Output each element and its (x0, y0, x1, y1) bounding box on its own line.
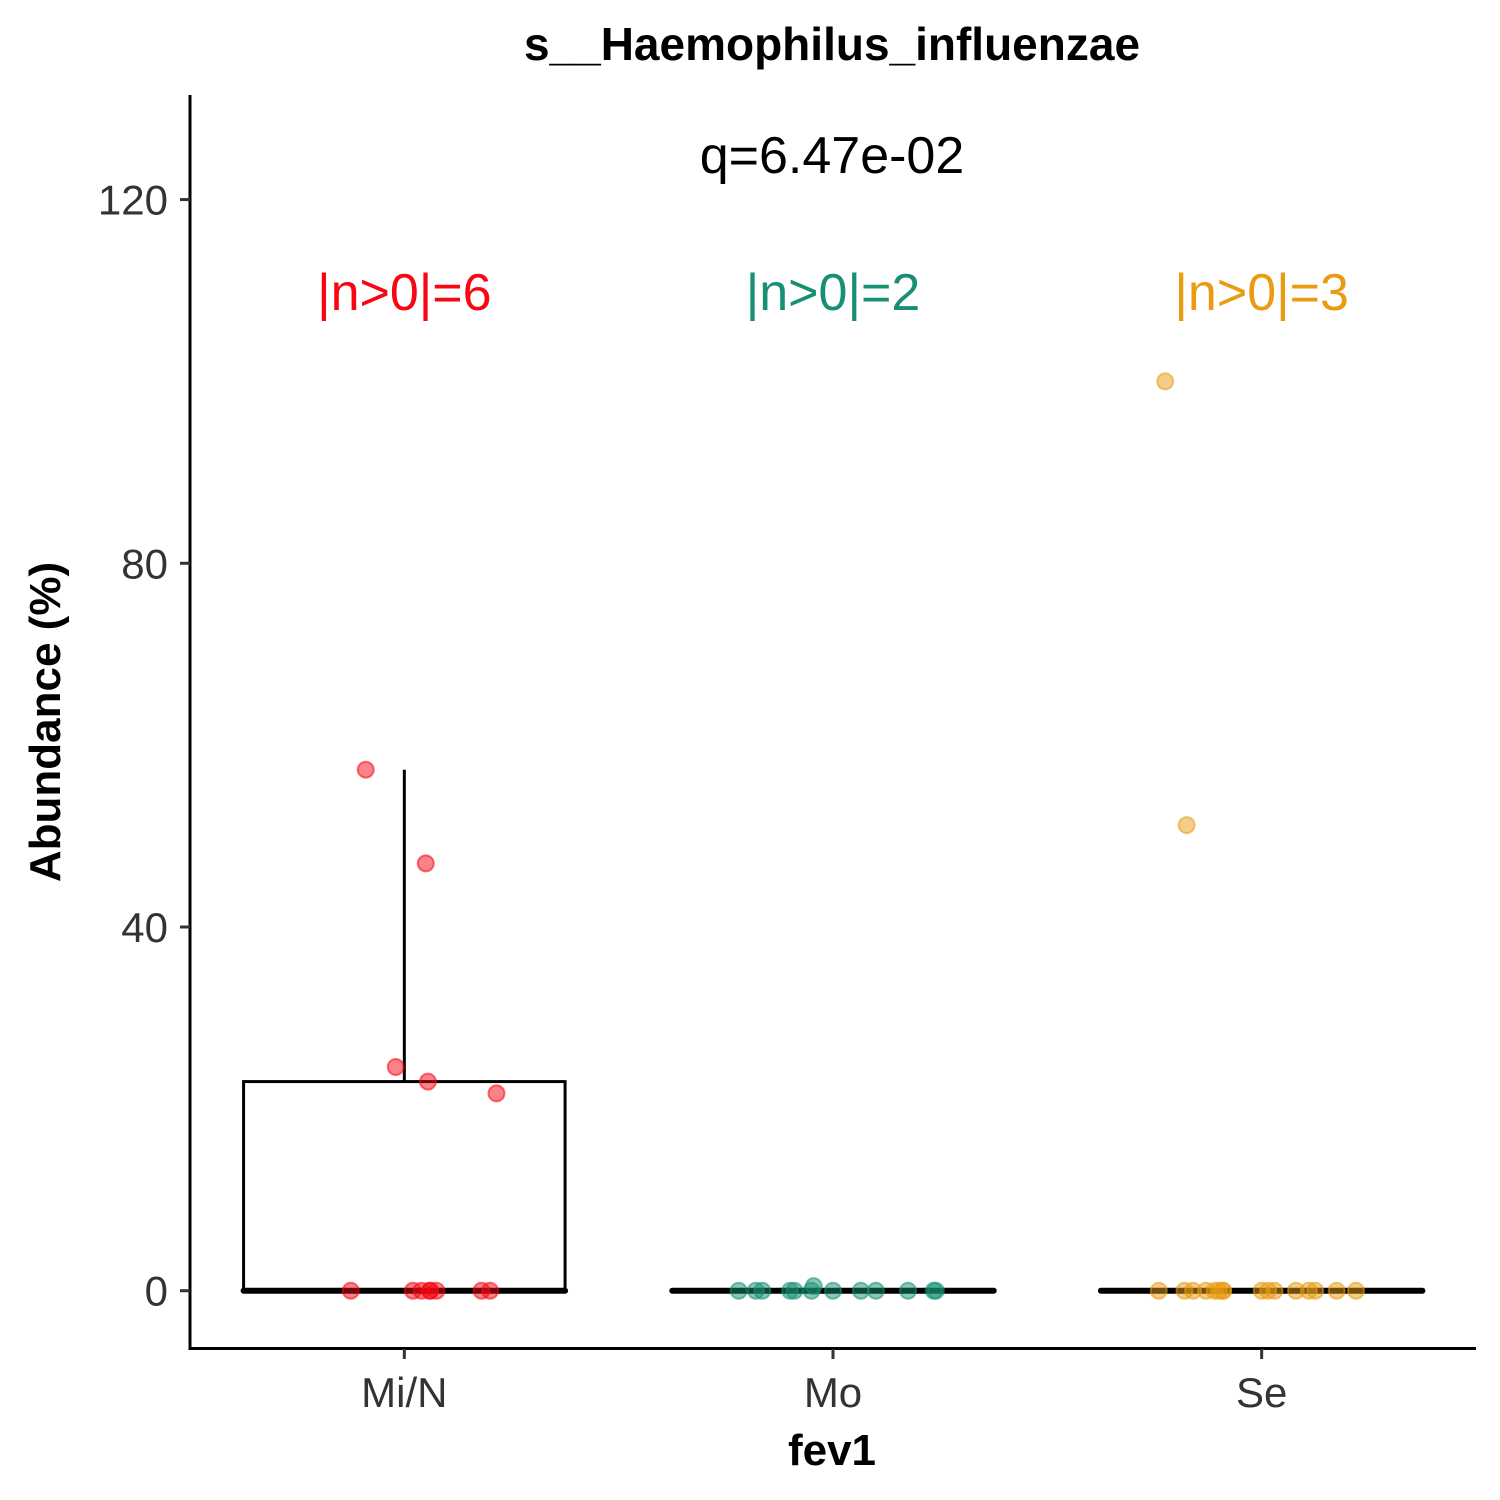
y-axis-title: Abundance (%) (21, 562, 70, 882)
chart-title: s__Haemophilus_influenzae (524, 18, 1140, 70)
data-point (851, 1281, 870, 1300)
data-point (824, 1281, 842, 1300)
y-tick-label: 0 (145, 1268, 168, 1315)
data-point (785, 1281, 804, 1300)
data-point (416, 854, 435, 873)
data-point (386, 1058, 405, 1077)
x-tick-label: Se (1236, 1369, 1287, 1416)
data-point (802, 1281, 821, 1300)
data-point (341, 1281, 360, 1300)
data-point (481, 1281, 500, 1300)
data-point (356, 760, 375, 779)
data-point (412, 1281, 431, 1300)
data-point (1177, 816, 1196, 835)
data-point (1156, 372, 1175, 391)
group-count-label: |n>0|=2 (746, 264, 921, 322)
y-ticks-layer: 0 40 80 120 (98, 177, 190, 1315)
data-point (866, 1281, 885, 1300)
data-point (1214, 1281, 1233, 1300)
x-tick-label: Mo (804, 1369, 862, 1416)
x-tick-label: Mi/N (361, 1369, 447, 1416)
y-tick-label: 40 (121, 904, 168, 951)
data-point (487, 1084, 506, 1103)
boxes-layer (240, 769, 1426, 1294)
y-tick-label: 120 (98, 177, 168, 224)
data-point (899, 1281, 918, 1300)
group-count-label: |n>0|=3 (1174, 264, 1349, 322)
y-tick-label: 80 (121, 540, 168, 587)
data-point (1327, 1281, 1346, 1300)
x-ticks-layer: Mi/N Mo Se (361, 1349, 1287, 1416)
data-point (1149, 1281, 1168, 1300)
data-point (1346, 1281, 1365, 1300)
box-body (242, 1080, 567, 1293)
data-point (729, 1281, 748, 1300)
x-axis-title: fev1 (788, 1426, 876, 1475)
points-layer (341, 372, 1365, 1300)
group-count-label: |n>0|=6 (317, 264, 492, 322)
q-value-annotation: q=6.47e-02 (700, 127, 965, 185)
group-labels-layer: |n>0|=6 |n>0|=2 |n>0|=3 (317, 264, 1349, 322)
data-point (418, 1072, 437, 1091)
data-point (1265, 1281, 1284, 1300)
data-point (924, 1281, 943, 1300)
data-point (753, 1281, 772, 1300)
data-point (1306, 1281, 1325, 1300)
